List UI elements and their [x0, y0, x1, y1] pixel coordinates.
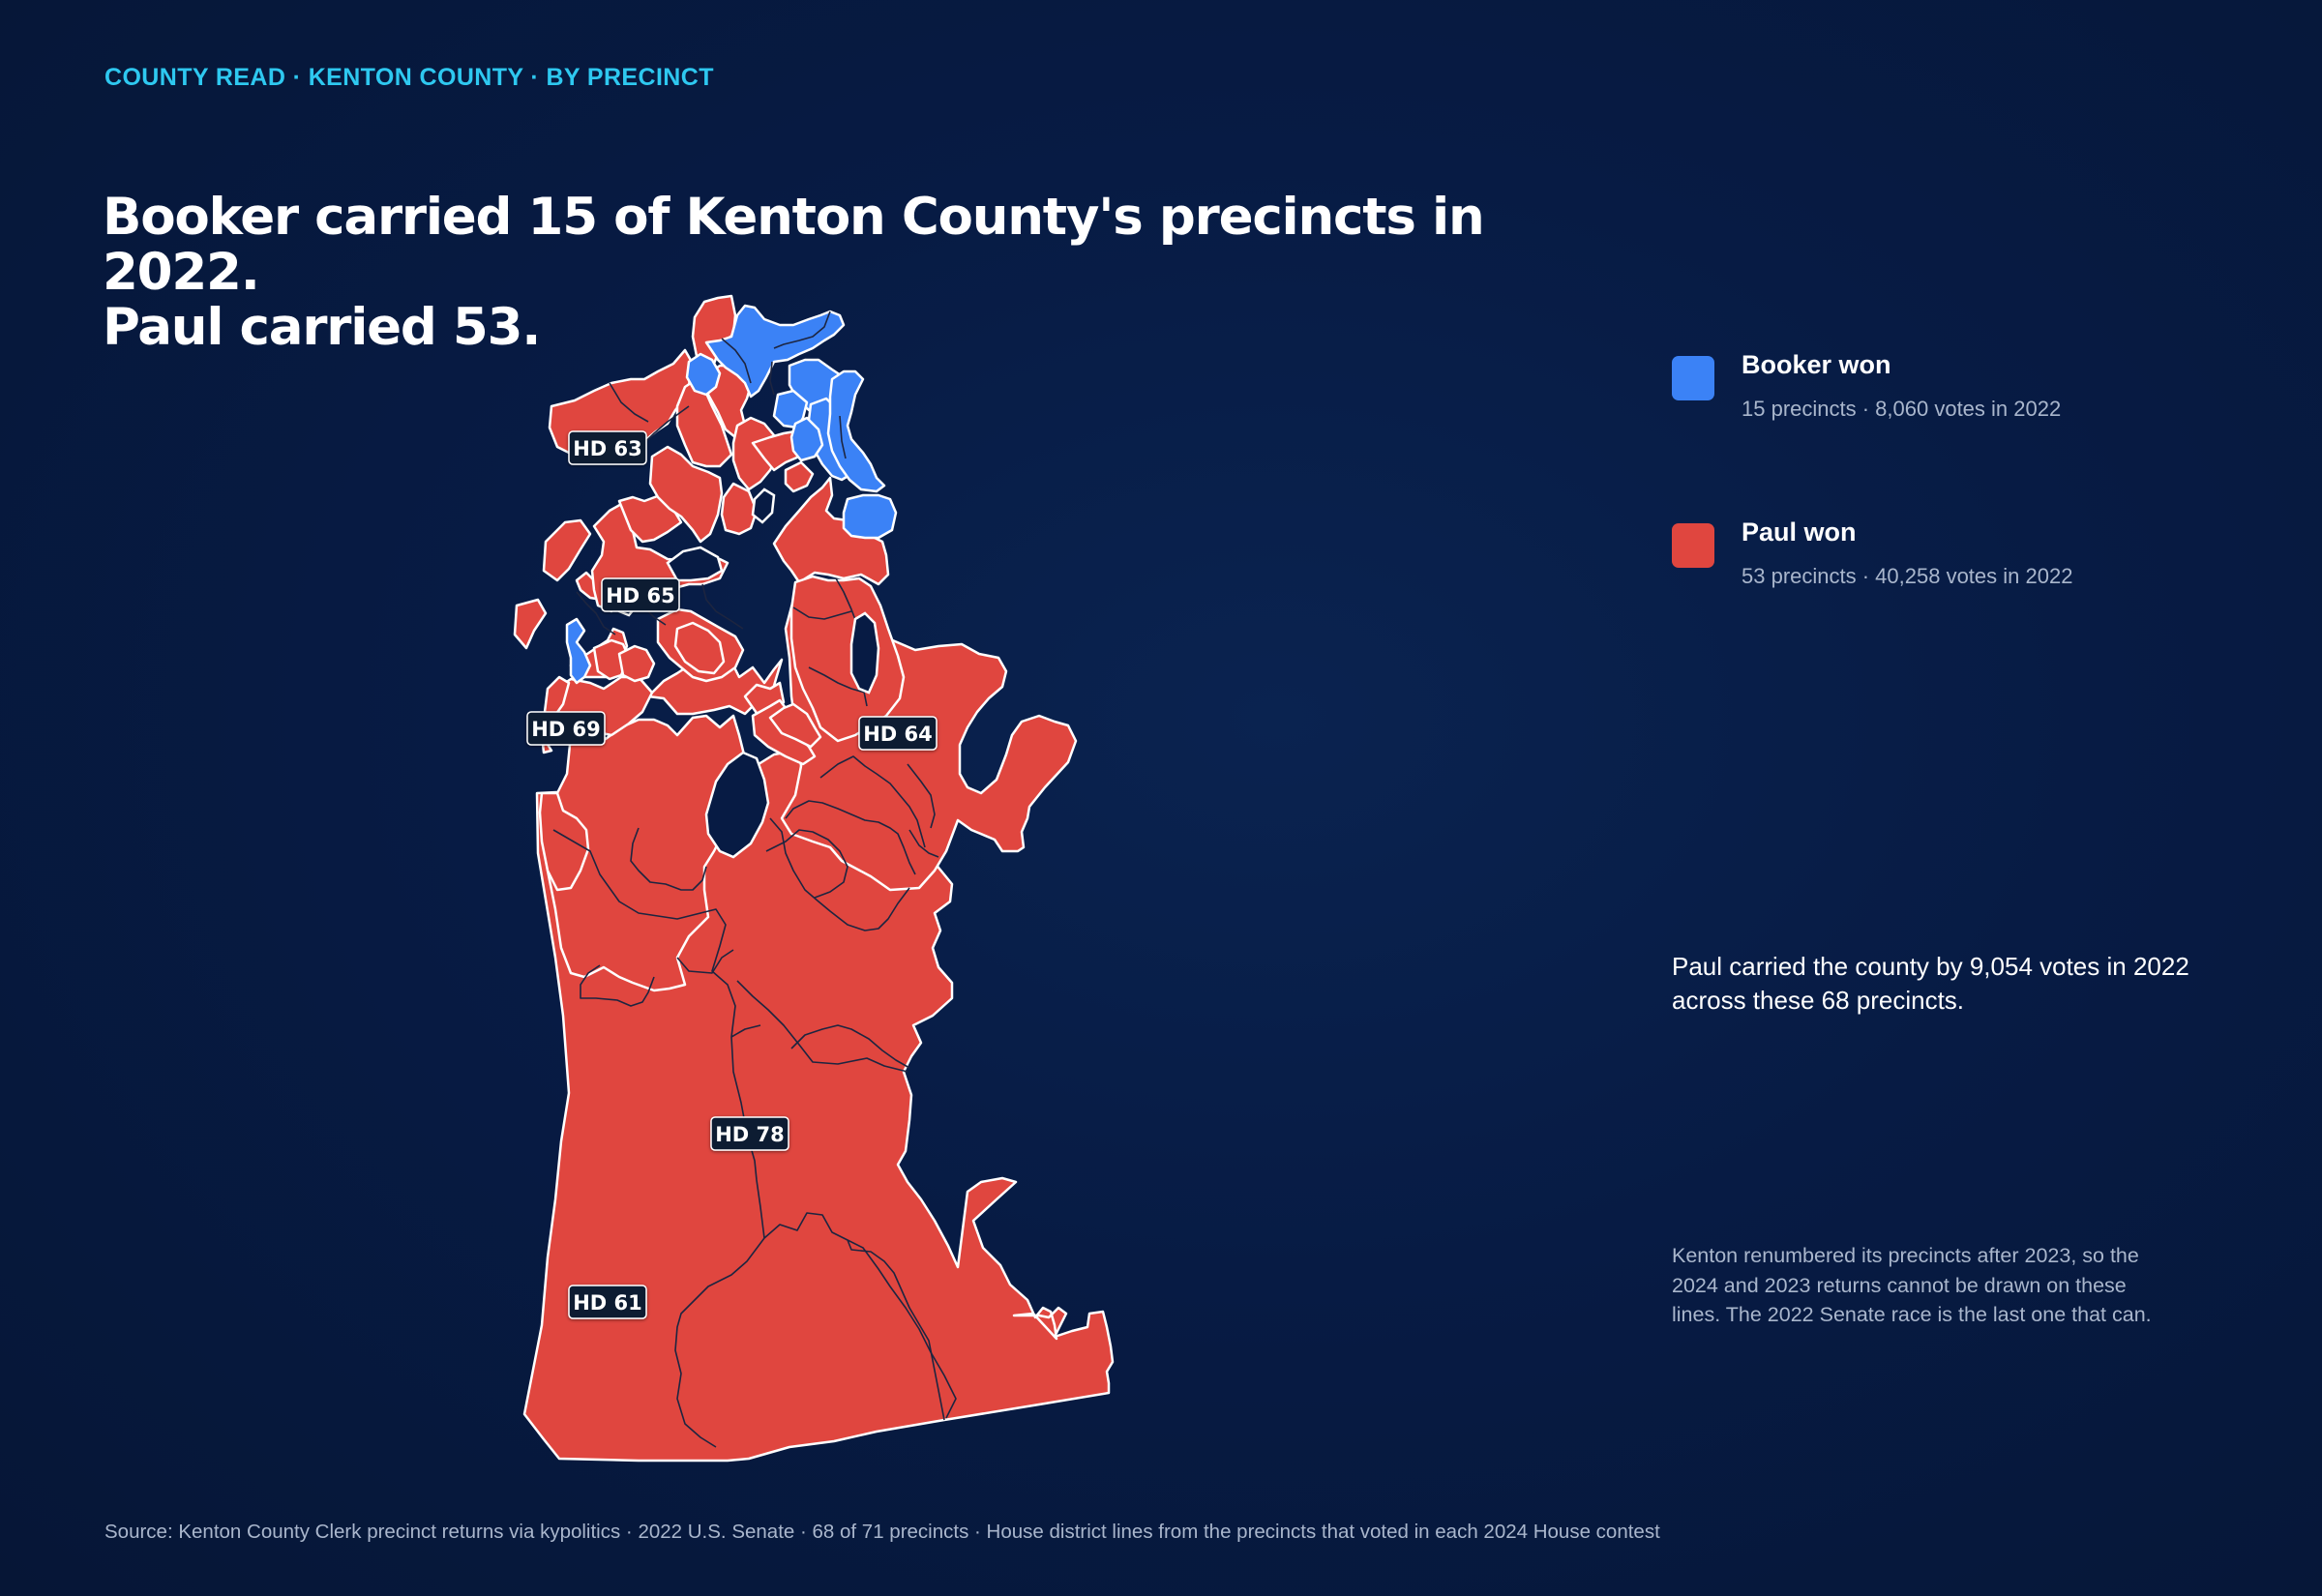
precinct-covington-7 — [789, 416, 824, 462]
booker-swatch — [1672, 356, 1714, 400]
precinct-center-north-3 — [720, 482, 759, 536]
district-line-5 — [736, 980, 908, 1073]
source-line: Source: Kenton County Clerk precinct ret… — [104, 1521, 1660, 1543]
headline-line-1: Booker carried 15 of Kenton County's pre… — [103, 188, 1485, 302]
precinct-river-w — [542, 518, 592, 582]
district-line-2 — [763, 1212, 945, 1421]
precinct-center-east-2 — [784, 460, 815, 493]
river-gap-1 — [666, 546, 724, 582]
district-labels: HD 63 HD 65 HD 69 HD 64 HD 78 HD 61 — [526, 430, 938, 1319]
precinct-covington-5 — [826, 369, 886, 493]
river-gap-5 — [751, 488, 776, 524]
district-line-20 — [721, 338, 752, 384]
district-line-15 — [576, 591, 616, 635]
district-line-13 — [819, 755, 926, 848]
booker-legend-subtitle: 15 precincts · 8,060 votes in 2022 — [1742, 397, 2062, 421]
paul-legend-subtitle: 53 precincts · 40,258 votes in 2022 — [1742, 564, 2073, 588]
renumbering-note: Kenton renumbered its precincts after 20… — [1672, 1244, 2152, 1326]
district-line-4 — [674, 1237, 765, 1448]
svg-text:HD 65: HD 65 — [606, 584, 675, 607]
precinct-covington-6 — [842, 493, 898, 540]
margin-note: Paul carried the county by 9,054 votes i… — [1672, 952, 2189, 1015]
district-line-12 — [785, 800, 916, 875]
district-label-hd65: HD 65 — [601, 577, 680, 612]
booker-legend-title: Booker won — [1742, 350, 1891, 379]
district-line-3 — [847, 1239, 957, 1419]
river-gap-3 — [849, 611, 880, 695]
district-label-hd69: HD 69 — [526, 711, 606, 746]
district-line-25 — [792, 606, 852, 620]
paul-swatch — [1672, 523, 1714, 568]
precinct-center-north-2 — [731, 416, 780, 491]
district-line-23 — [839, 415, 847, 459]
district-line-26 — [808, 666, 866, 694]
district-line-7 — [730, 1024, 761, 1038]
district-line-10 — [769, 817, 910, 931]
district-label-hd64: HD 64 — [858, 716, 938, 751]
precinct-northwest-1 — [513, 598, 548, 650]
district-line-8 — [580, 964, 655, 1007]
district-line-17 — [701, 583, 744, 630]
svg-text:HD 64: HD 64 — [863, 723, 933, 746]
precinct-river-center-2 — [673, 621, 726, 675]
svg-text:HD 69: HD 69 — [531, 718, 601, 741]
precinct-hd63-south — [648, 445, 724, 544]
district-label-hd78: HD 78 — [710, 1116, 789, 1151]
district-line-22 — [773, 310, 831, 349]
river-gap-2 — [704, 751, 770, 859]
svg-text:HD 63: HD 63 — [573, 437, 642, 460]
district-line-1 — [552, 829, 765, 1239]
precinct-covington-1 — [704, 304, 846, 399]
headline: Booker carried 15 of Kenton County's pre… — [103, 190, 1651, 355]
svg-text:HD 78: HD 78 — [715, 1123, 785, 1146]
kicker: COUNTY READ · KENTON COUNTY · BY PRECINC… — [104, 64, 714, 91]
district-line-21 — [769, 361, 775, 396]
headline-line-2: Paul carried 53. — [103, 298, 541, 357]
district-line-14 — [907, 763, 936, 829]
district-label-hd63: HD 63 — [568, 430, 647, 465]
district-line-28 — [790, 1024, 910, 1069]
precinct-ludlow — [565, 617, 592, 685]
district-line-9 — [630, 827, 707, 891]
precinct-hd64-core — [789, 575, 906, 743]
precinct-hd65-north — [617, 493, 683, 544]
svg-text:HD 61: HD 61 — [573, 1291, 642, 1315]
district-line-19 — [609, 382, 649, 423]
precinct-hd69-c — [617, 644, 656, 683]
district-label-hd61: HD 61 — [568, 1285, 647, 1319]
precinct-west-central — [540, 714, 768, 992]
district-line-6 — [676, 949, 734, 974]
district-line-11 — [765, 829, 848, 899]
district-line-27 — [908, 829, 939, 858]
precinct-ellipse-south — [768, 702, 822, 749]
booker-precincts — [565, 304, 898, 685]
district-lines — [552, 310, 957, 1448]
paul-legend-title: Paul won — [1742, 517, 1857, 547]
precinct-west-edge — [538, 791, 590, 892]
precinct-covington-8 — [685, 352, 722, 397]
